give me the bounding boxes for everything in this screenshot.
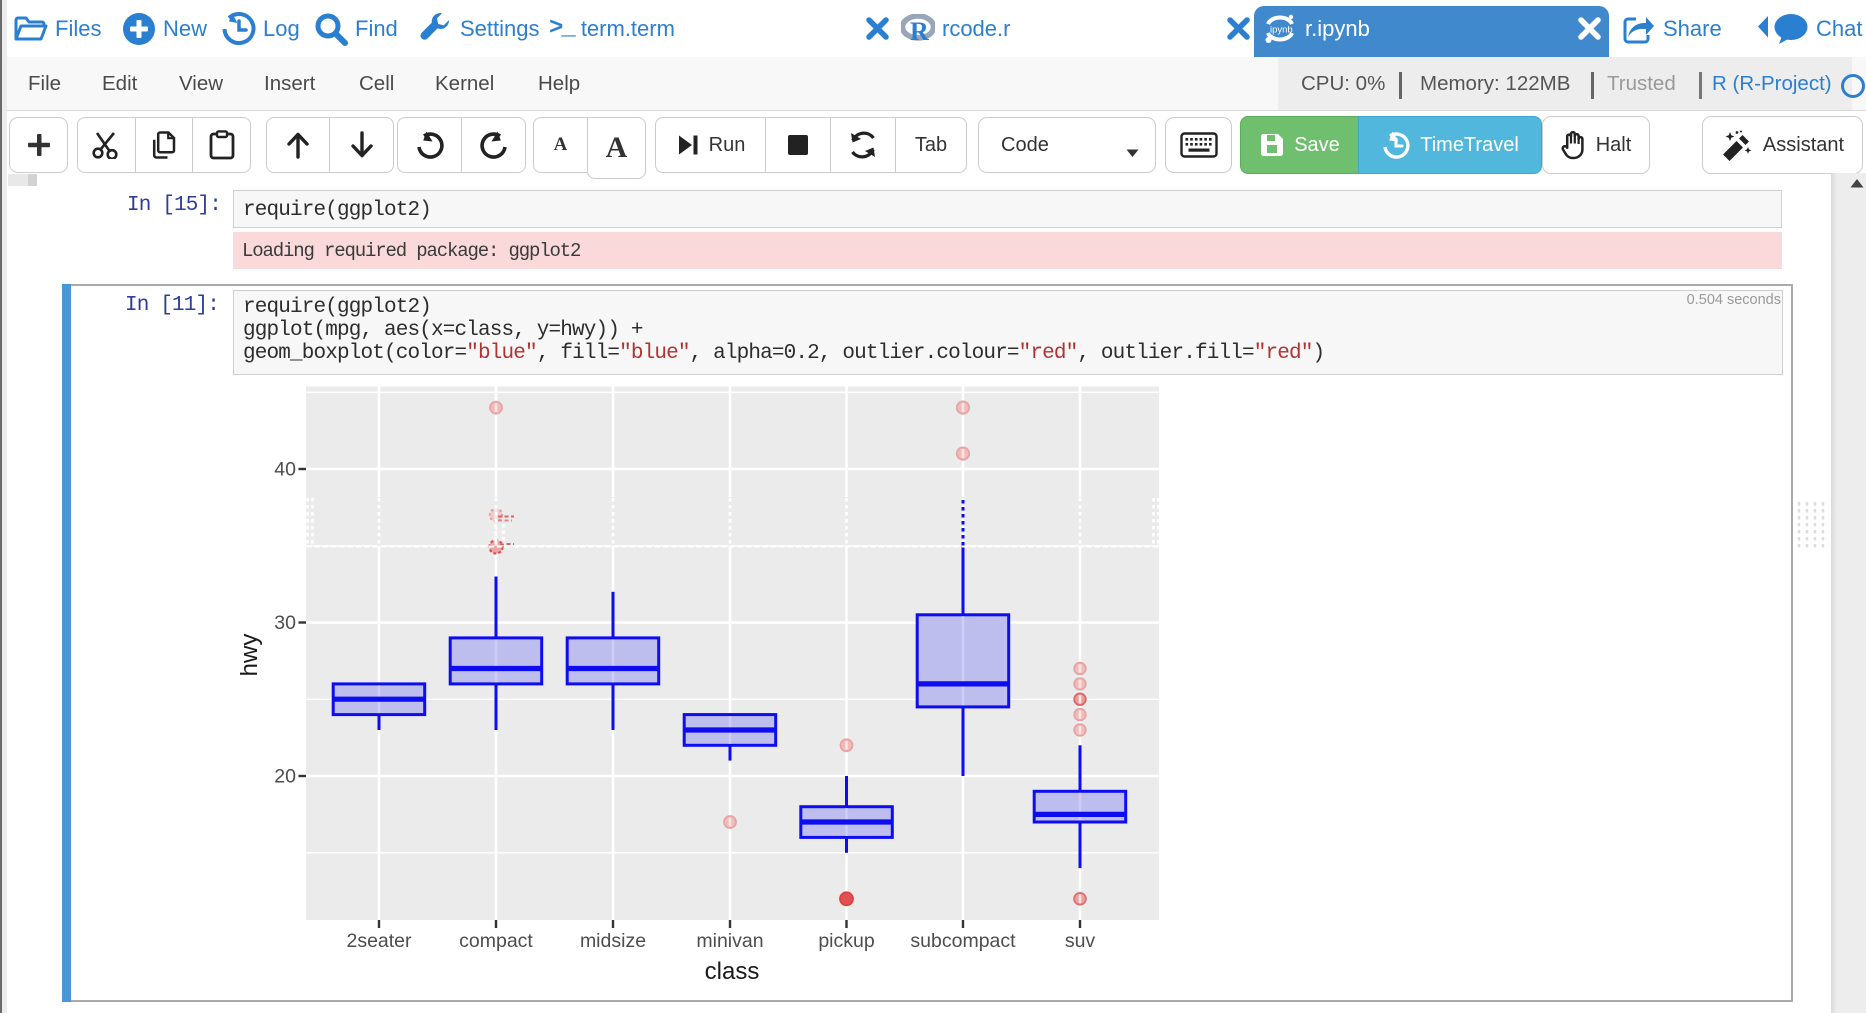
svg-text:class: class (705, 958, 760, 985)
svg-text:R: R (910, 17, 929, 44)
svg-text:30: 30 (274, 612, 296, 634)
svg-text:2seater: 2seater (346, 930, 412, 952)
svg-text:20: 20 (274, 766, 296, 788)
svg-text:ipynb: ipynb (1270, 24, 1293, 35)
svg-text:suv: suv (1065, 930, 1096, 952)
svg-text:midsize: midsize (580, 930, 646, 952)
svg-text:40: 40 (274, 459, 296, 481)
svg-text:pickup: pickup (818, 930, 875, 952)
svg-text:hwy: hwy (240, 634, 263, 677)
svg-text:subcompact: subcompact (910, 930, 1016, 952)
svg-text:compact: compact (459, 930, 533, 952)
svg-text:minivan: minivan (696, 930, 763, 952)
